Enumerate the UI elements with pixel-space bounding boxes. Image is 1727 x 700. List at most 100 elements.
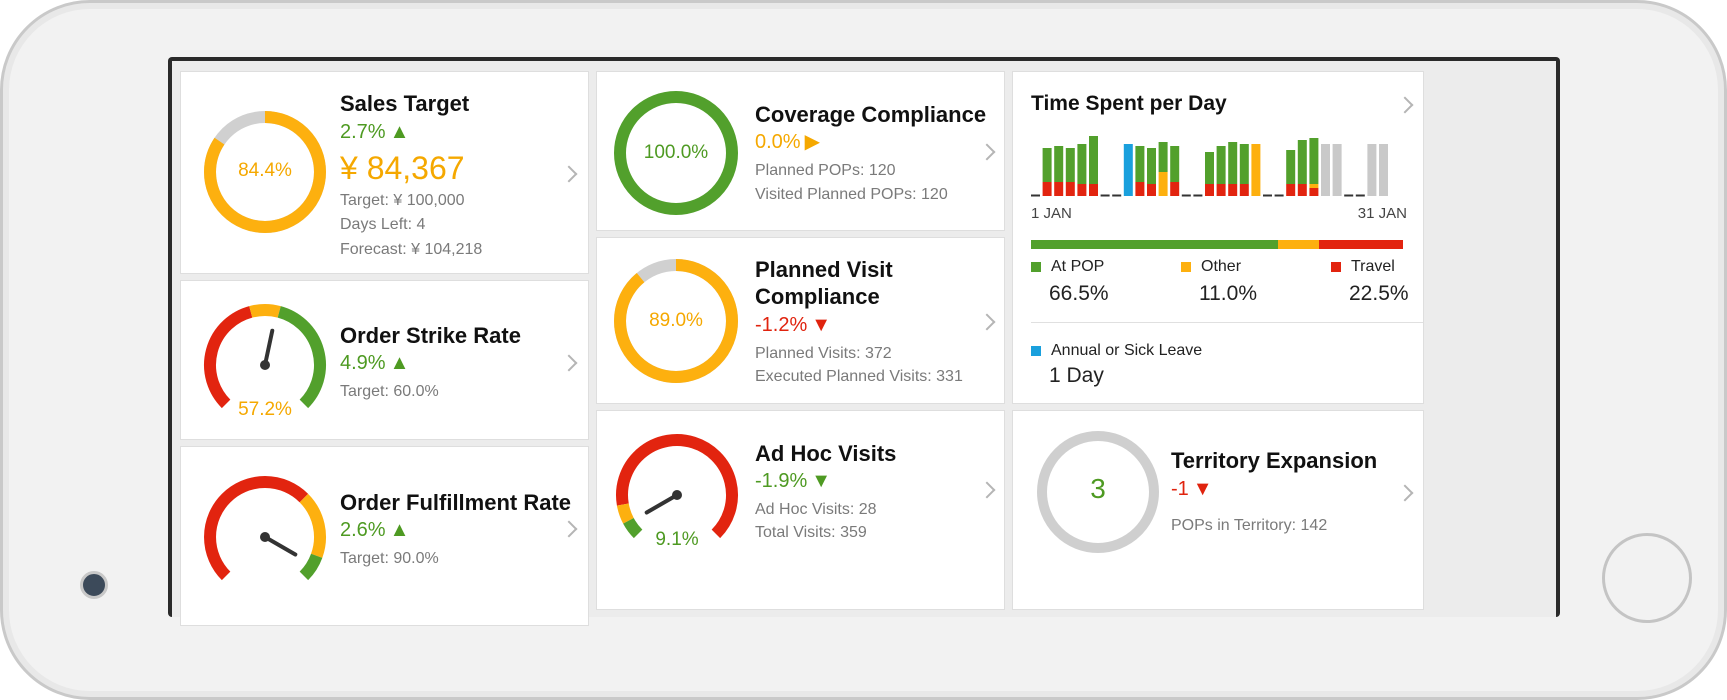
legend-travel-value: 22.5% xyxy=(1349,282,1409,305)
coverage-planned: Planned POPs: 120 xyxy=(755,162,896,179)
planned-visit-title-line2: Compliance xyxy=(755,284,880,309)
chart-bar-empty xyxy=(1274,194,1284,197)
legend-other-value: 11.0% xyxy=(1199,282,1257,305)
legend-leave: Annual or Sick Leave xyxy=(1031,342,1202,360)
territory-value: 3 xyxy=(1090,473,1106,504)
time-spent-card[interactable]: Time Spent per Day 1 JAN 31 JAN At POP 6… xyxy=(1012,71,1424,404)
chevron-right-icon[interactable] xyxy=(978,143,996,161)
strike-rate-target: Target: 60.0% xyxy=(340,383,439,400)
orange-square-icon xyxy=(1181,261,1191,272)
chart-bar-empty xyxy=(1100,194,1110,197)
camera-icon xyxy=(80,571,108,599)
territory-expansion-card[interactable]: 3 Territory Expansion -1 ▼ POPs in Territ… xyxy=(1012,410,1424,610)
tablet-screen: 84.4% Sales Target 2.7% ▲ ¥ 84,367 Target… xyxy=(168,57,1560,626)
chart-bar-segment xyxy=(1309,184,1319,188)
chart-bar-segment xyxy=(1309,138,1319,184)
chart-bar-segment xyxy=(1054,182,1064,196)
chart-bar-segment xyxy=(1042,148,1052,182)
chart-bar-empty xyxy=(1193,194,1203,197)
chart-bar-empty xyxy=(1031,194,1040,197)
fulfillment-target: Target: 90.0% xyxy=(340,550,439,567)
up-triangle-icon: ▲ xyxy=(389,352,410,374)
ad-hoc-visits-card[interactable]: 9.1% Ad Hoc Visits -1.9% ▼ Ad Hoc Visits:… xyxy=(596,410,1005,610)
time-spent-title: Time Spent per Day xyxy=(1031,92,1227,115)
chevron-right-icon[interactable] xyxy=(1396,96,1414,114)
planned-visit-card[interactable]: 89.0% Planned Visit Compliance -1.2% ▼ Pl… xyxy=(596,237,1005,404)
chart-bar-segment xyxy=(1158,172,1168,196)
chart-bar-empty xyxy=(1112,194,1122,197)
time-spent-bar-chart xyxy=(1031,136,1388,197)
chart-bar-segment xyxy=(1042,182,1052,196)
ad-hoc-count: Ad Hoc Visits: 28 xyxy=(755,501,877,518)
chart-bar-segment xyxy=(1239,144,1249,184)
chevron-right-icon[interactable] xyxy=(560,520,578,538)
chart-bar-segment xyxy=(1170,182,1180,196)
chart-bar-segment xyxy=(1297,140,1307,184)
legend-at-pop-value: 66.5% xyxy=(1049,282,1109,305)
planned-visit-title-line1: Planned Visit xyxy=(755,257,893,282)
chart-bar xyxy=(1332,144,1342,196)
coverage-title: Coverage Compliance xyxy=(755,102,987,127)
chart-bar-segment xyxy=(1239,184,1249,196)
down-triangle-icon: ▼ xyxy=(1192,478,1213,500)
coverage-delta: 0.0% ▶ xyxy=(755,131,820,153)
chevron-right-icon[interactable] xyxy=(978,481,996,499)
territory-gauge xyxy=(1037,431,1159,553)
chevron-right-icon[interactable] xyxy=(560,354,578,372)
order-fulfillment-card[interactable]: Order Fulfillment Rate 2.6% ▲ Target: 90.… xyxy=(180,446,589,626)
chevron-right-icon[interactable] xyxy=(560,165,578,183)
share-bar-other xyxy=(1278,240,1320,249)
chevron-right-icon[interactable] xyxy=(1396,484,1414,502)
chart-bar-segment xyxy=(1077,184,1087,196)
dashboard: 84.4% Sales Target 2.7% ▲ ¥ 84,367 Target… xyxy=(172,61,1556,626)
chart-bar-segment xyxy=(1228,142,1238,184)
coverage-compliance-card[interactable]: 100.0% Coverage Compliance 0.0% ▶ Planned… xyxy=(596,71,1005,231)
sales-target-card[interactable]: 84.4% Sales Target 2.7% ▲ ¥ 84,367 Target… xyxy=(180,71,589,274)
strike-rate-delta: 4.9% ▲ xyxy=(340,352,410,374)
chart-bar-segment xyxy=(1158,142,1168,172)
coverage-gauge-value: 100.0% xyxy=(643,142,709,163)
chart-bar-segment xyxy=(1089,184,1098,196)
red-square-icon xyxy=(1331,261,1341,272)
sales-target-forecast: Forecast: ¥ 104,218 xyxy=(340,241,483,258)
chart-bar-segment xyxy=(1065,148,1075,182)
chart-bar-segment xyxy=(1135,182,1145,196)
chart-bar-segment xyxy=(1147,184,1156,196)
sales-target-delta: 2.7% ▲ xyxy=(340,121,410,143)
share-bar-travel xyxy=(1319,240,1403,249)
share-bar-at-pop xyxy=(1031,240,1279,249)
chart-bar-segment xyxy=(1216,184,1226,196)
chart-bar-empty xyxy=(1263,194,1272,197)
strike-rate-gauge xyxy=(204,304,326,409)
fulfillment-gauge xyxy=(204,476,326,581)
sales-target-days-left: Days Left: 4 xyxy=(340,216,426,233)
order-strike-rate-card[interactable]: 57.2% Order Strike Rate 4.9% ▲ Target: 60… xyxy=(180,280,589,440)
sales-target-title: Sales Target xyxy=(340,91,470,116)
strike-rate-gauge-value: 57.2% xyxy=(238,399,292,420)
ad-hoc-title: Ad Hoc Visits xyxy=(755,441,897,466)
fulfillment-delta: 2.6% ▲ xyxy=(340,519,410,541)
chevron-right-icon[interactable] xyxy=(978,313,996,331)
chart-bar-segment xyxy=(1216,146,1226,184)
planned-visit-delta: -1.2% ▼ xyxy=(755,314,832,336)
chart-bar-segment xyxy=(1228,184,1238,196)
ad-hoc-gauge-value: 9.1% xyxy=(655,529,699,550)
ad-hoc-gauge xyxy=(616,434,738,539)
territory-pops: POPs in Territory: 142 xyxy=(1171,517,1328,534)
down-triangle-icon: ▼ xyxy=(811,314,832,336)
chart-bar-segment xyxy=(1054,146,1064,182)
home-button[interactable] xyxy=(1602,533,1692,623)
chart-bar xyxy=(1251,144,1261,196)
sales-target-amount: ¥ 84,367 xyxy=(340,150,465,186)
sales-target-gauge xyxy=(204,111,326,233)
chart-bar-segment xyxy=(1170,146,1180,182)
up-triangle-icon: ▲ xyxy=(389,519,410,541)
coverage-gauge xyxy=(614,91,738,215)
chart-bar-empty xyxy=(1181,194,1191,197)
territory-delta: -1 ▼ xyxy=(1171,478,1213,500)
chart-bar-empty xyxy=(1355,194,1365,197)
chart-bar xyxy=(1379,144,1388,196)
strike-rate-title: Order Strike Rate xyxy=(340,323,521,348)
fulfillment-title: Order Fulfillment Rate xyxy=(340,490,572,515)
chart-bar xyxy=(1367,144,1377,196)
